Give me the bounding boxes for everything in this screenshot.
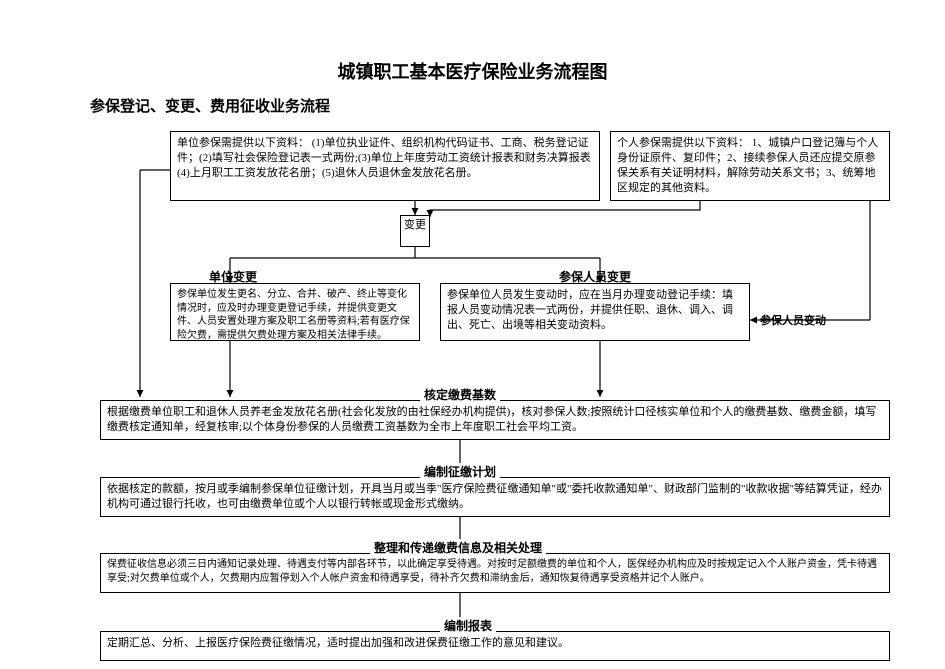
step-label-calc: 核定缴费基数 (420, 386, 500, 403)
step-label-plan: 编制征缴计划 (420, 463, 500, 480)
box-info-transfer: 保费征收信息必须三日内通知记录处理、待遇支付等内部各环节，以此确定享受待遇。对按… (100, 553, 890, 593)
box-change: 变更 (400, 215, 430, 247)
label-person-move: 参保人员变动 (760, 312, 826, 328)
box-unit-registration: 单位参保需提供以下资料： (1)单位执业证件、组织机构代码证书、工商、税务登记证… (170, 131, 600, 201)
label-person-change: 参保人员变更 (555, 268, 635, 285)
box-person-registration: 个人参保需提供以下资料： 1、城镇户口登记簿与个人身份证原件、复印件；2、接续参… (610, 131, 890, 201)
step-label-info: 整理和传递缴费信息及相关处理 (370, 539, 546, 556)
box-report: 定期汇总、分析、上报医疗保险费征缴情况，适时提出加强和改进保费征缴工作的意见和建… (100, 631, 890, 661)
box-unit-change: 参保单位发生更名、分立、合并、破产、终止等变化情况时，应及时办理变更登记手续，并… (170, 283, 420, 341)
box-person-change: 参保单位人员发生变动时，应在当月办理变动登记手续：填报人员变动情况表一式两份，并… (440, 283, 750, 341)
step-label-report: 编制报表 (440, 617, 496, 634)
flowchart-page: 城镇职工基本医疗保险业务流程图 参保登记、变更、费用征收业务流程 (0, 0, 945, 669)
box-collection-plan: 依据核定的款额，按月或季编制参保单位征缴计划，开具当月或当季"医疗保险费征缴通知… (100, 477, 890, 517)
label-unit-change: 单位变更 (205, 268, 261, 285)
arrow (430, 201, 700, 217)
box-calc-base: 根据缴费单位职工和退休人员养老金发放花名册(社会化发放的由社保经办机构提供)，核… (100, 400, 890, 440)
